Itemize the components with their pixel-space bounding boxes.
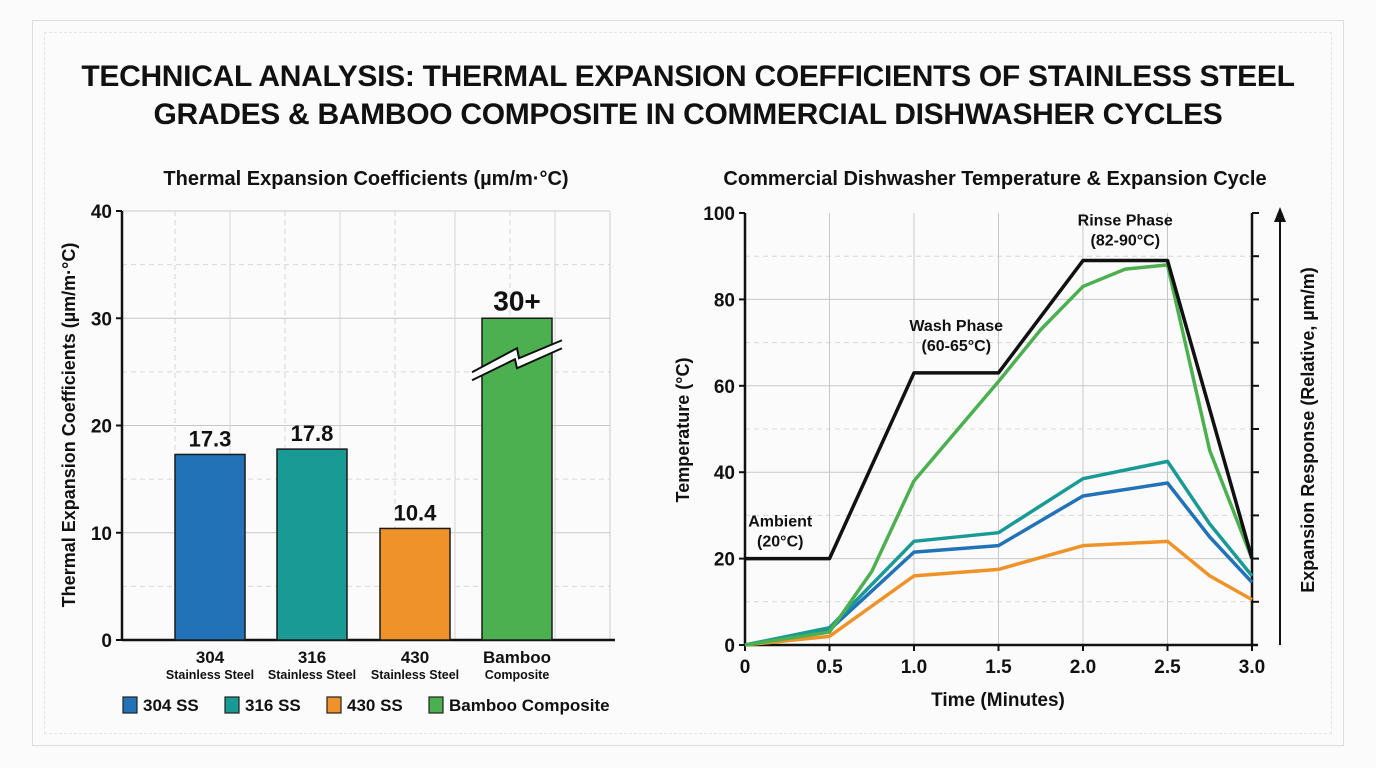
phase-annotation: Ambient bbox=[748, 514, 813, 531]
legend-swatch bbox=[122, 696, 138, 714]
bar-y-axis-label: Thermal Expansion Coefficients (µm/m·°C) bbox=[59, 243, 79, 608]
inner-frame bbox=[44, 32, 1332, 734]
bar-y-tick-label: 30 bbox=[91, 309, 112, 330]
line-y-axis-label: Temperature (°C) bbox=[673, 358, 693, 503]
bar-y-tick-label: 40 bbox=[91, 202, 112, 223]
legend-swatch bbox=[224, 696, 240, 714]
bar-316 bbox=[276, 448, 348, 641]
title-line-1: TECHNICAL ANALYSIS: THERMAL EXPANSION CO… bbox=[81, 60, 1295, 93]
phase-annotation: (82-90°C) bbox=[1090, 233, 1160, 250]
bar-category-label: Bamboo bbox=[483, 648, 551, 667]
outer-frame bbox=[32, 20, 1344, 746]
bar-category-sublabel: Stainless Steel bbox=[371, 668, 459, 682]
line-x-tick-label: 0.5 bbox=[816, 657, 843, 678]
line-y-tick-label: 20 bbox=[714, 550, 735, 571]
line-y-tick-label: 40 bbox=[714, 463, 735, 484]
line-x-axis-label: Time (Minutes) bbox=[931, 690, 1065, 711]
series-line-430 bbox=[744, 539, 1253, 647]
line-y-tick-label: 80 bbox=[714, 290, 735, 311]
bar-category-label: 316 bbox=[298, 648, 326, 667]
legend-swatch bbox=[326, 696, 342, 714]
line-x-tick-label: 0 bbox=[740, 657, 751, 678]
axis-break-icon bbox=[471, 347, 563, 382]
main-title: TECHNICAL ANALYSIS: THERMAL EXPANSION CO… bbox=[0, 58, 1376, 134]
line-y-tick-label: 0 bbox=[724, 636, 735, 657]
legend-swatch bbox=[428, 696, 444, 714]
axis-break-icon bbox=[471, 339, 563, 374]
phase-annotation: Wash Phase bbox=[909, 318, 1003, 335]
bar-y-tick-label: 20 bbox=[91, 417, 112, 438]
line-y-tick-label: 100 bbox=[703, 204, 735, 225]
bar-data-label: 17.3 bbox=[189, 426, 232, 451]
bar-304 bbox=[174, 453, 246, 641]
expansion-arrow-head-icon bbox=[1274, 207, 1286, 222]
bar-data-label: 17.8 bbox=[291, 421, 334, 446]
bar-chart-title: Thermal Expansion Coefficients (µm/m·°C) bbox=[163, 168, 568, 190]
line-x-tick-label: 2.5 bbox=[1154, 657, 1181, 678]
bar-data-label: 30+ bbox=[493, 285, 541, 316]
bar-category-label: 304 bbox=[196, 648, 225, 667]
line-x-tick-label: 1.5 bbox=[985, 657, 1012, 678]
line-x-tick-label: 3.0 bbox=[1239, 657, 1265, 678]
bar-category-label: 430 bbox=[401, 648, 429, 667]
bar-bamboo bbox=[481, 317, 553, 641]
bar-data-label: 10.4 bbox=[394, 500, 438, 525]
line-x-tick-label: 1.0 bbox=[901, 657, 927, 678]
phase-annotation: Rinse Phase bbox=[1078, 213, 1173, 230]
series-line-304 bbox=[744, 481, 1254, 647]
bar-category-sublabel: Composite bbox=[485, 668, 550, 682]
legend-label: 316 SS bbox=[245, 696, 301, 715]
line-right-axis-label: Expansion Response (Relative, µm/m) bbox=[1298, 267, 1318, 592]
phase-annotation: (20°C) bbox=[757, 534, 803, 551]
bar-430 bbox=[379, 527, 451, 641]
legend-label: 304 SS bbox=[143, 696, 199, 715]
series-line-bamboo bbox=[744, 263, 1254, 647]
legend-label: 430 SS bbox=[347, 696, 403, 715]
legend-label: Bamboo Composite bbox=[449, 696, 610, 715]
bar-category-sublabel: Stainless Steel bbox=[166, 668, 254, 682]
bar-y-tick-label: 0 bbox=[101, 631, 112, 652]
title-line-2: GRADES & BAMBOO COMPOSITE IN COMMERCIAL … bbox=[153, 98, 1223, 131]
line-x-tick-label: 2.0 bbox=[1070, 657, 1096, 678]
line-y-tick-label: 60 bbox=[714, 377, 735, 398]
series-line-temperature bbox=[745, 258, 1254, 561]
bar-category-sublabel: Stainless Steel bbox=[268, 668, 356, 682]
line-chart-title: Commercial Dishwasher Temperature & Expa… bbox=[723, 168, 1266, 190]
phase-annotation: (60-65°C) bbox=[921, 338, 991, 355]
bar-y-tick-label: 10 bbox=[91, 524, 112, 545]
